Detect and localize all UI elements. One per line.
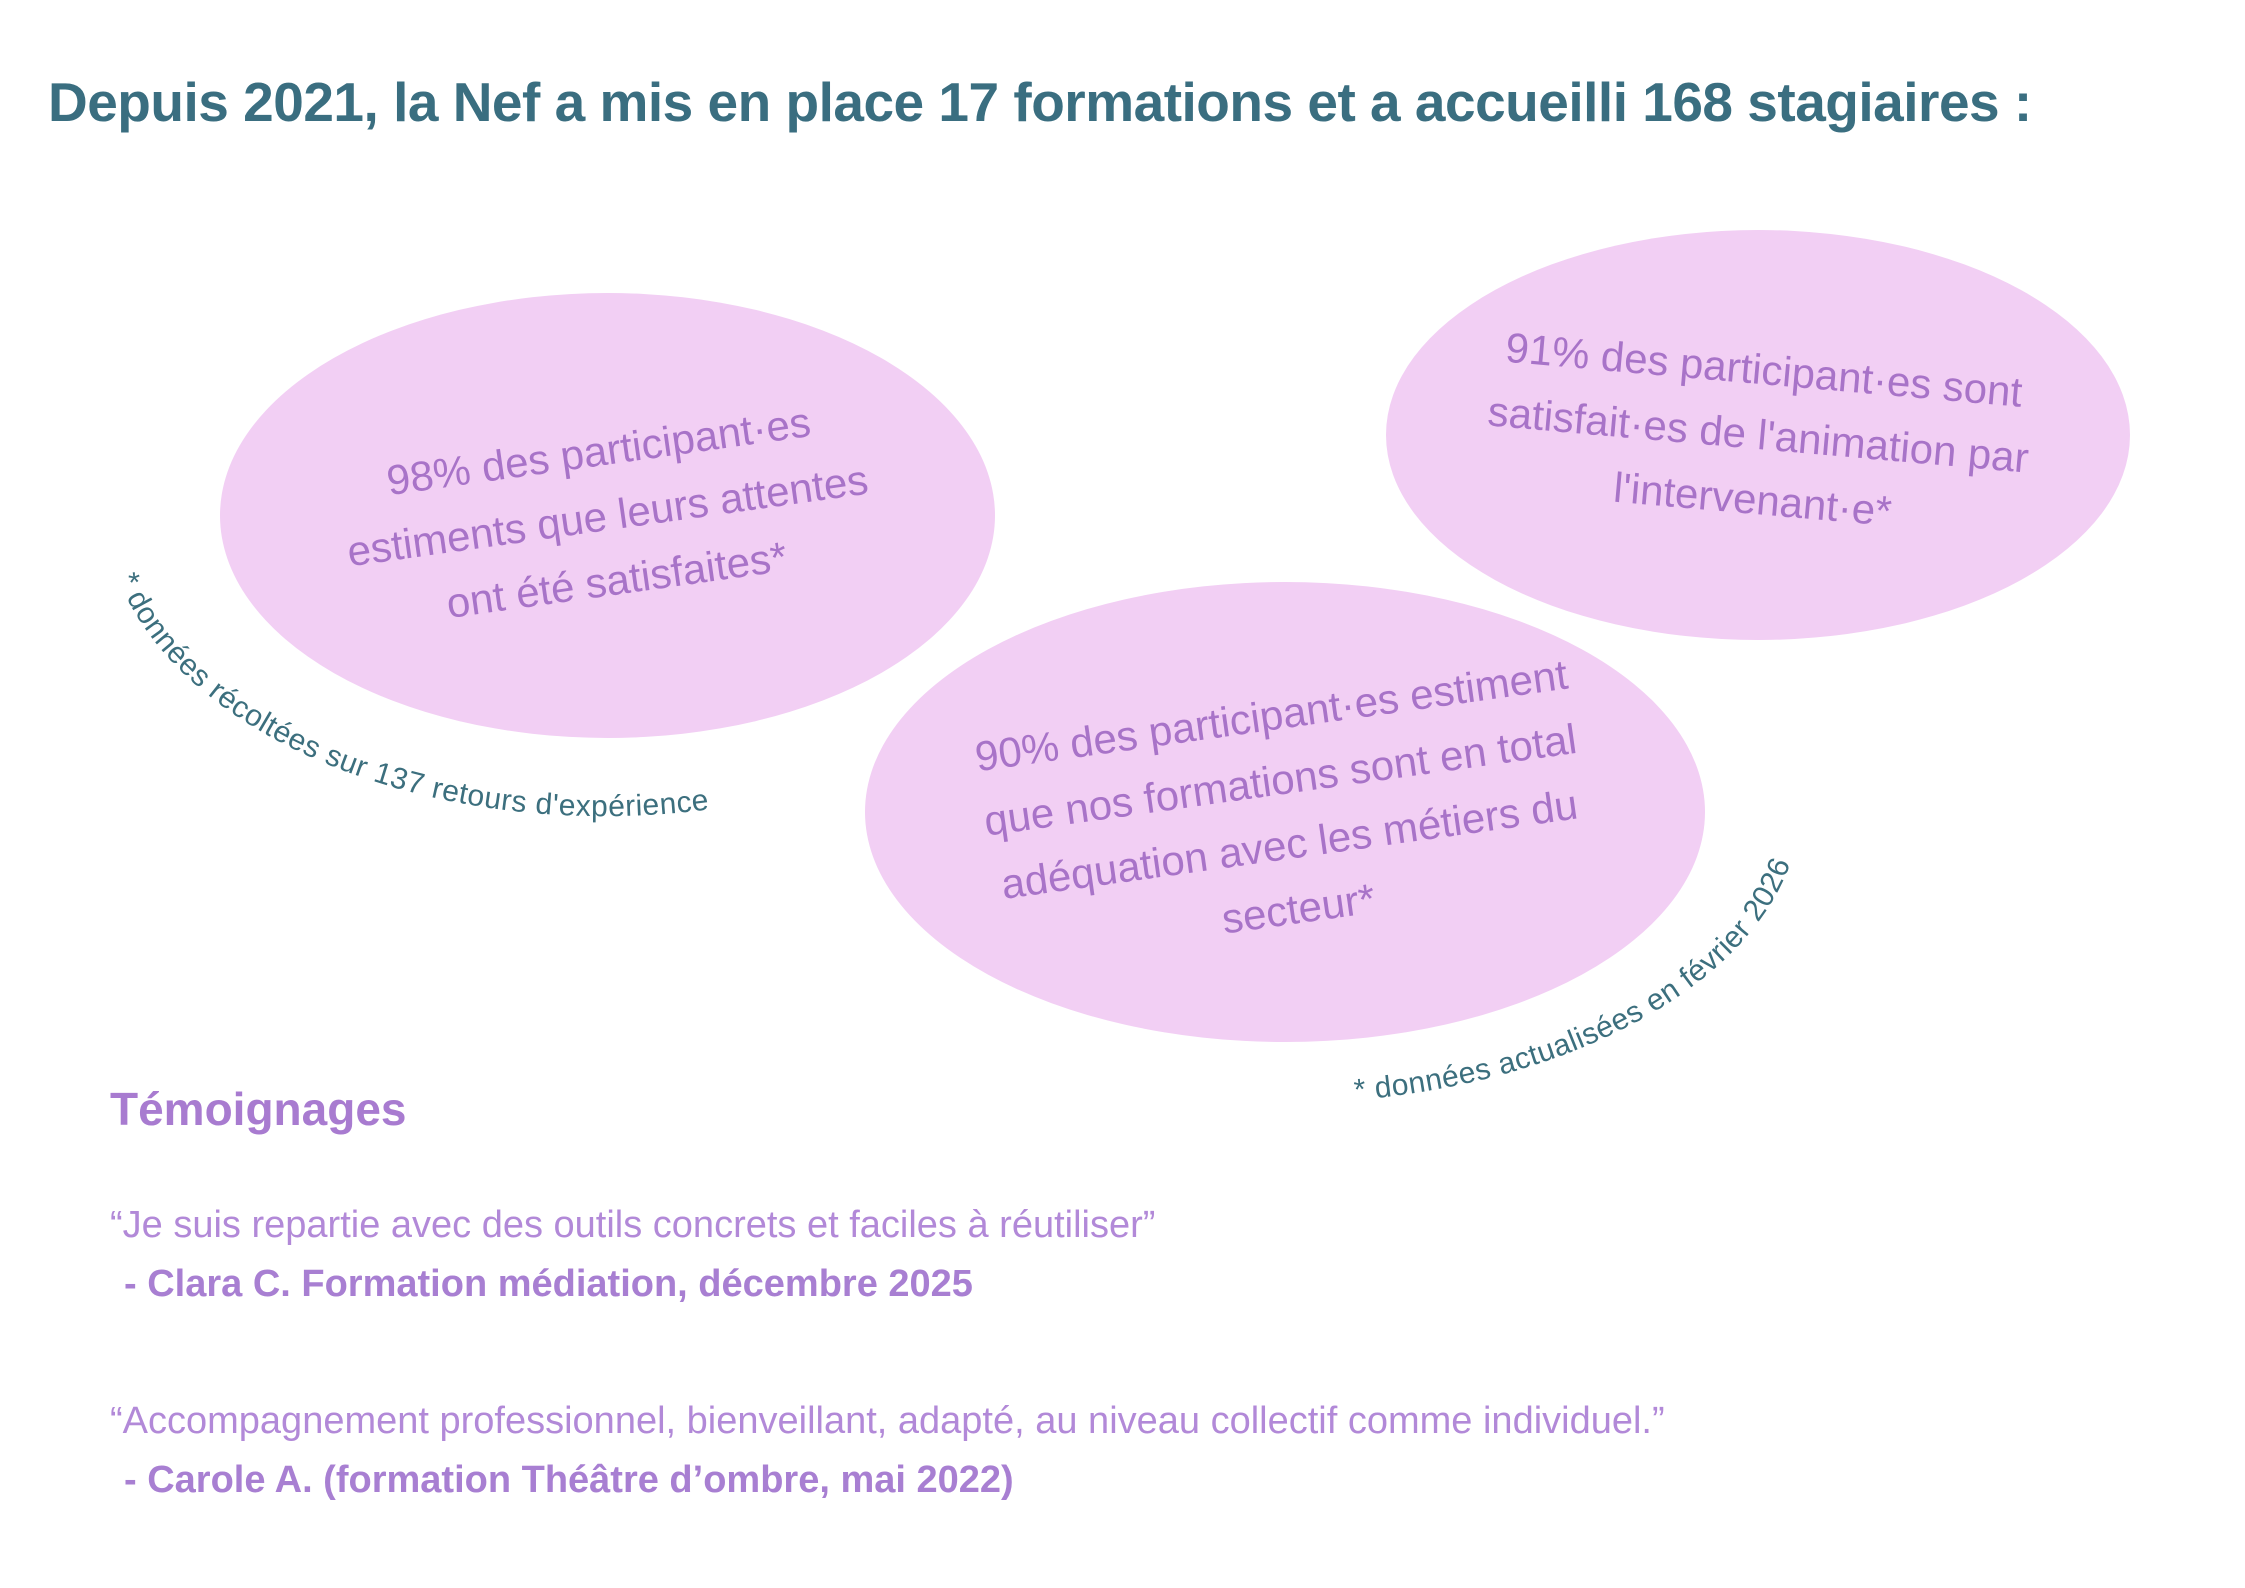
testimonial-quote: “Je suis repartie avec des outils concre… xyxy=(110,1204,1156,1246)
testimonial-attribution: - Carole A. (formation Théâtre d’ombre, … xyxy=(124,1458,1014,1501)
testimonial-item: “Accompagnement professionnel, bienveill… xyxy=(110,1392,2110,1510)
testimonial-quote: “Accompagnement professionnel, bienveill… xyxy=(110,1399,1665,1442)
stat-bubble-90-text: 90% des participant·es estiment que nos … xyxy=(971,641,1599,982)
stat-bubble-98-text: 98% des participant·es estiments que leu… xyxy=(334,382,881,648)
stat-bubble-98: 98% des participant·es estiments que leu… xyxy=(220,293,995,738)
stat-bubble-91-text: 91% des participant·es sont satisfait·es… xyxy=(1479,314,2037,556)
testimonials-heading: Témoignages xyxy=(110,1083,407,1135)
stat-bubble-91: 91% des participant·es sont satisfait·es… xyxy=(1386,230,2130,640)
testimonials-section: Témoignages “Je suis repartie avec des o… xyxy=(110,1082,2110,1588)
stat-bubble-90: 90% des participant·es estiment que nos … xyxy=(865,582,1705,1042)
testimonial-attribution: - Clara C. Formation médiation, décembre… xyxy=(124,1262,973,1305)
testimonial-item: “Je suis repartie avec des outils concre… xyxy=(110,1196,2110,1314)
page-title: Depuis 2021, la Nef a mis en place 17 fo… xyxy=(48,71,2032,133)
